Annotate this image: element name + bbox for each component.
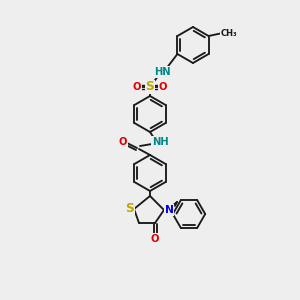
Text: S: S — [146, 80, 154, 94]
Text: O: O — [151, 234, 159, 244]
Text: NH: NH — [152, 137, 168, 147]
Text: N: N — [165, 205, 173, 215]
Text: O: O — [119, 137, 127, 147]
Text: O: O — [133, 82, 141, 92]
Text: O: O — [159, 82, 167, 92]
Text: CH₃: CH₃ — [220, 28, 237, 38]
Text: S: S — [126, 202, 134, 214]
Text: HN: HN — [154, 67, 170, 77]
